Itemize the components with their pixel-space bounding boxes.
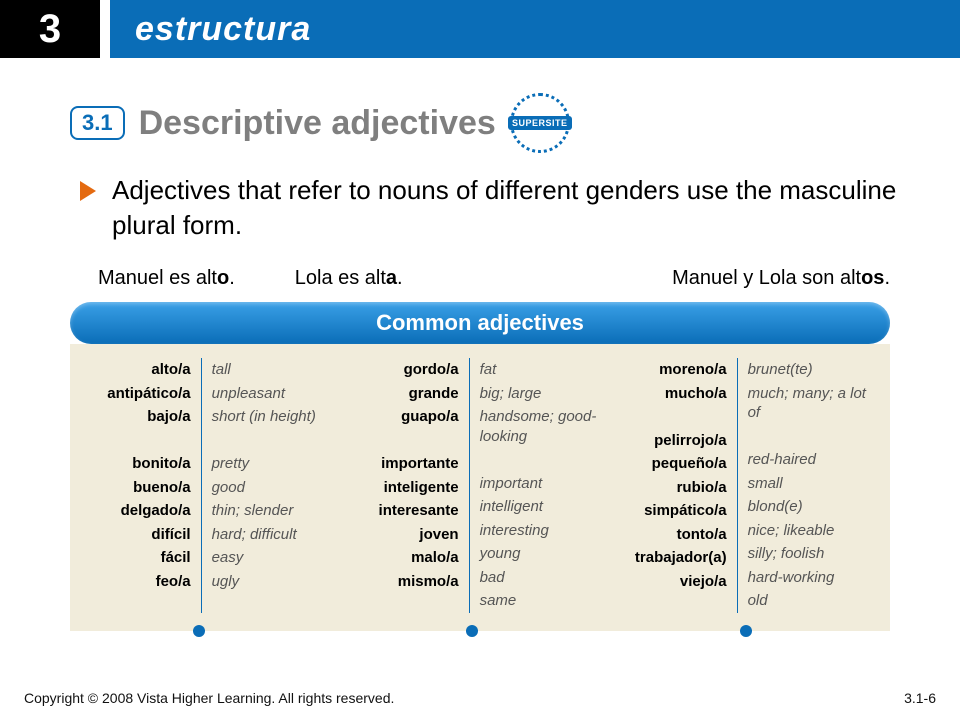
en-term: ugly (212, 570, 342, 594)
top-bar: 3 estructura (0, 0, 960, 58)
es-term: guapo/a (350, 405, 459, 429)
es-term: feo/a (82, 570, 191, 594)
es-term: bonito/a (82, 452, 191, 476)
footer: Copyright © 2008 Vista Higher Learning. … (24, 690, 936, 706)
copyright: Copyright © 2008 Vista Higher Learning. … (24, 690, 394, 706)
en-term: bad (480, 566, 610, 590)
example-3: Manuel y Lola son altos. (672, 267, 890, 290)
es-term: moreno/a (618, 358, 727, 382)
ex3-bold: os (861, 267, 884, 289)
en-term: good (212, 476, 342, 500)
en-term: hard; difficult (212, 523, 342, 547)
en-term: much; many; a lot of (748, 382, 878, 425)
es-term: bueno/a (82, 476, 191, 500)
section-badge: 3.1 (70, 106, 125, 140)
supersite-icon: SUPERSITE (510, 93, 570, 153)
en-term: easy (212, 546, 342, 570)
es-term: importante (350, 452, 459, 476)
example-1: Manuel es alto. (98, 267, 235, 290)
en-term: intelligent (480, 495, 610, 519)
es-term (82, 429, 191, 453)
en-term: important (480, 472, 610, 496)
es-term: viejo/a (618, 570, 727, 594)
en-term: hard-working (748, 566, 878, 590)
es-term: trabajador(a) (618, 546, 727, 570)
bullet-row: Adjectives that refer to nouns of differ… (80, 173, 900, 243)
es-term: interesante (350, 499, 459, 523)
en-term: old (748, 589, 878, 613)
ex2-pre: Lola es alt (295, 267, 386, 289)
header-title: estructura (110, 0, 960, 58)
bullet-text: Adjectives that refer to nouns of differ… (112, 173, 900, 243)
en-term: small (748, 472, 878, 496)
en-term (480, 448, 610, 472)
table-column: alto/aantipático/abajo/a bonito/abueno/a… (82, 358, 342, 613)
en-term: unpleasant (212, 382, 342, 406)
en-term: silly; foolish (748, 542, 878, 566)
es-term: bajo/a (82, 405, 191, 429)
es-term: rubio/a (618, 476, 727, 500)
en-term: pretty (212, 452, 342, 476)
en-term (748, 425, 878, 449)
en-term: short (in height) (212, 405, 342, 429)
es-term: grande (350, 382, 459, 406)
en-term: nice; likeable (748, 519, 878, 543)
es-term: simpático/a (618, 499, 727, 523)
page-ref: 3.1-6 (904, 690, 936, 706)
en-term: thin; slender (212, 499, 342, 523)
en-term: same (480, 589, 610, 613)
es-term: pequeño/a (618, 452, 727, 476)
ex1-bold: o (217, 267, 229, 289)
es-term: malo/a (350, 546, 459, 570)
table-column: moreno/amucho/a pelirrojo/apequeño/arubi… (618, 358, 878, 613)
es-term: mismo/a (350, 570, 459, 594)
en-term: red-haired (748, 448, 878, 472)
ex2-post: . (397, 267, 403, 289)
en-term: big; large (480, 382, 610, 406)
section-heading: 3.1 Descriptive adjectives SUPERSITE (70, 93, 960, 153)
ex2-bold: a (386, 267, 397, 289)
en-term: fat (480, 358, 610, 382)
es-term (618, 405, 727, 429)
table-title-pill: Common adjectives (70, 302, 890, 344)
ex3-post: . (884, 267, 890, 289)
es-term: tonto/a (618, 523, 727, 547)
es-term: gordo/a (350, 358, 459, 382)
en-term: tall (212, 358, 342, 382)
en-term: interesting (480, 519, 610, 543)
section-title: Descriptive adjectives (139, 104, 496, 143)
adjectives-table: alto/aantipático/abajo/a bonito/abueno/a… (70, 344, 890, 631)
en-term (212, 429, 342, 453)
en-term: brunet(te) (748, 358, 878, 382)
es-term: alto/a (82, 358, 191, 382)
es-term: antipático/a (82, 382, 191, 406)
supersite-label: SUPERSITE (508, 116, 572, 130)
es-term: mucho/a (618, 382, 727, 406)
triangle-bullet-icon (80, 181, 96, 201)
en-term: handsome; good-looking (480, 405, 610, 448)
es-term: pelirrojo/a (618, 429, 727, 453)
es-term: joven (350, 523, 459, 547)
chapter-number: 3 (0, 0, 100, 58)
es-term: difícil (82, 523, 191, 547)
ex3-pre: Manuel y Lola son alt (672, 267, 861, 289)
en-term: blond(e) (748, 495, 878, 519)
es-term: delgado/a (82, 499, 191, 523)
examples-row: Manuel es alto. Lola es alta. Manuel y L… (98, 267, 960, 290)
en-term: young (480, 542, 610, 566)
gap (100, 0, 110, 58)
es-term: inteligente (350, 476, 459, 500)
ex1-post: . (229, 267, 235, 289)
example-2: Lola es alta. (295, 267, 403, 290)
table-column: gordo/agrandeguapo/a importanteinteligen… (350, 358, 610, 613)
ex1-pre: Manuel es alt (98, 267, 217, 289)
es-term: fácil (82, 546, 191, 570)
es-term (350, 429, 459, 453)
